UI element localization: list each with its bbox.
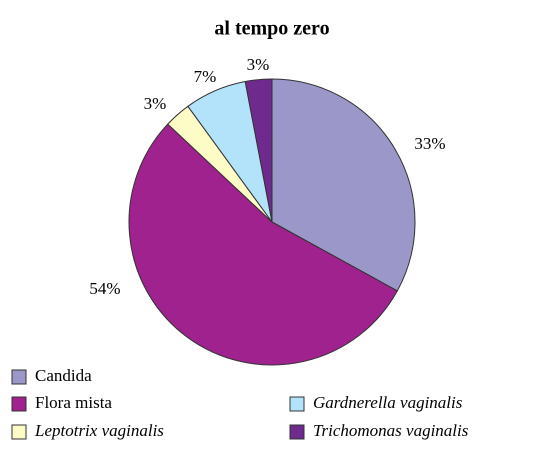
legend-swatch xyxy=(11,396,27,412)
legend-label: Candida xyxy=(35,366,92,385)
data-label: 54% xyxy=(89,279,120,298)
pie-slice xyxy=(271,78,416,292)
data-label: 7% xyxy=(194,67,217,86)
pie-slice xyxy=(244,78,273,223)
legend-label: Trichomonas vaginalis xyxy=(313,421,469,440)
legend-label: Flora mista xyxy=(35,393,112,412)
legend-swatch xyxy=(289,424,305,440)
legend-swatch xyxy=(289,396,305,412)
legend-swatch xyxy=(11,369,27,385)
pie-slice xyxy=(128,123,398,366)
data-label: 33% xyxy=(414,134,445,153)
legend-label: Gardnerella vaginalis xyxy=(313,393,463,412)
legend-label: Leptotrix vaginalis xyxy=(34,421,164,440)
data-label: 3% xyxy=(144,94,167,113)
chart-title: al tempo zero xyxy=(214,18,329,40)
data-label: 3% xyxy=(247,55,270,74)
legend-swatch xyxy=(11,424,27,440)
